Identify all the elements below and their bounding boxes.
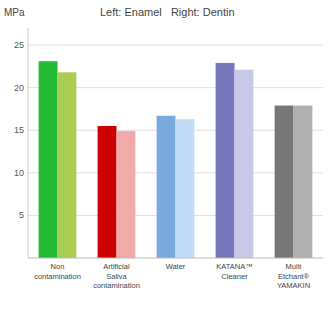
x-tick-label: Water (166, 262, 186, 271)
x-tick-label-line: Artificial (103, 262, 130, 271)
chart: 510152025NoncontaminationArtificialSaliv… (0, 0, 329, 310)
bar (275, 106, 294, 258)
bar (58, 72, 77, 258)
x-tick-label-line: Etchant® (278, 272, 309, 281)
y-axis-line (28, 28, 29, 258)
x-tick-label: KATANA™Cleaner (216, 262, 252, 281)
x-tick-label: MultiEtchant®YAMAKIN (277, 262, 310, 290)
bar (294, 106, 313, 258)
y-axis-label: MPa (4, 7, 25, 18)
x-tick-label-line: Water (166, 262, 186, 271)
bar (98, 126, 117, 258)
x-tick-label-line: Cleaner (221, 272, 248, 281)
y-tick-label: 10 (14, 168, 24, 178)
x-tick-label-line: YAMAKIN (277, 281, 310, 290)
bar (216, 63, 235, 258)
x-tick-label-line: Multi (286, 262, 302, 271)
y-tick-label: 25 (14, 40, 24, 50)
bar (157, 116, 176, 258)
x-tick-label-line: contamination (34, 272, 81, 281)
x-tick-label-line: contamination (93, 281, 140, 290)
bar (39, 61, 58, 258)
y-tick-label: 15 (14, 125, 24, 135)
grid-line (28, 45, 323, 46)
bars (39, 61, 313, 258)
x-tick-label-line: Non (51, 262, 65, 271)
bar (117, 131, 136, 258)
x-tick-label-line: KATANA™ (216, 262, 252, 271)
y-tick-label: 5 (19, 210, 24, 220)
y-tick-label: 20 (14, 83, 24, 93)
x-tick-label-line: Saliva (106, 272, 127, 281)
x-tick-label: ArtificialSalivacontamination (93, 262, 140, 290)
bar (176, 119, 195, 258)
title: Left: Enamel Right: Dentin (100, 6, 235, 18)
bar (235, 70, 254, 258)
x-axis-line (28, 258, 323, 259)
x-tick-label: Noncontamination (34, 262, 81, 281)
